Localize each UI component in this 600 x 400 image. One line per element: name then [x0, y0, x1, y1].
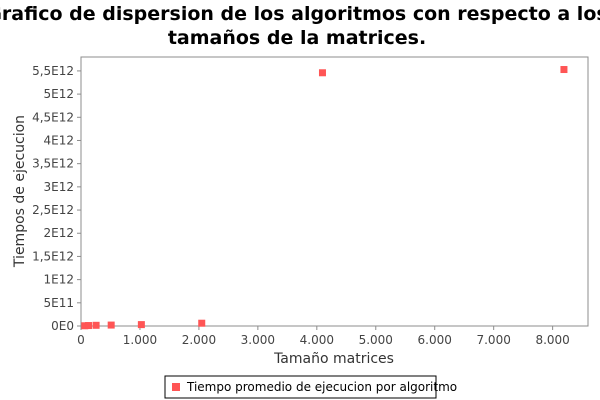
- data-point: [81, 322, 89, 330]
- plot-area: [80, 56, 589, 327]
- legend: Tiempo promedio de ejecucion por algorit…: [164, 375, 457, 399]
- data-point: [137, 321, 145, 329]
- y-axis-label: Tiempos de ejecucion: [12, 115, 28, 268]
- data-point: [85, 322, 93, 330]
- x-tick-label: 1.000: [123, 333, 157, 347]
- y-tick-label: 3,5E12: [32, 157, 74, 171]
- y-tick-label: 1E12: [44, 273, 75, 287]
- y-tick-label: 5,5E12: [32, 64, 74, 78]
- y-tick-label: 0E0: [51, 319, 74, 333]
- x-axis: 0 1.000 2.000 3.000 4.000 5.000 6.000 7.000 8.00…: [77, 326, 570, 347]
- data-point: [107, 321, 115, 329]
- y-tick-label: 2,5E12: [32, 203, 74, 217]
- x-tick-label: 8.000: [535, 333, 569, 347]
- x-tick-label: 5.000: [359, 333, 393, 347]
- y-tick-label: 4,5E12: [32, 110, 74, 124]
- data-point: [198, 319, 206, 327]
- x-tick-label: 6.000: [418, 333, 452, 347]
- y-tick-label: 4E12: [44, 133, 75, 147]
- chart-title-line-2: tamaños de la matrices.: [168, 27, 426, 49]
- x-tick-label: 2.000: [182, 333, 216, 347]
- legend-label: Tiempo promedio de ejecucion por algorit…: [186, 380, 457, 394]
- x-axis-label: Tamaño matrices: [273, 351, 394, 367]
- data-points: [81, 66, 568, 330]
- x-tick-label: 0: [77, 333, 85, 347]
- y-tick-label: 2E12: [44, 226, 75, 240]
- x-tick-label: 4.000: [300, 333, 334, 347]
- chart-title-line-1: Grafico de dispersion de los algoritmos …: [0, 3, 600, 25]
- x-tick-label: 7.000: [476, 333, 510, 347]
- data-point: [560, 66, 568, 74]
- y-tick-label: 5E12: [44, 87, 75, 101]
- x-tick-label: 3.000: [241, 333, 275, 347]
- data-point: [92, 321, 100, 329]
- y-axis: 0E0 5E11 1E12 1,5E12 2E12 2,5E12 3E12 3,5E12 4E1…: [32, 64, 81, 333]
- legend-swatch: [172, 383, 180, 391]
- y-tick-label: 5E11: [44, 296, 75, 310]
- legend-box: [164, 375, 437, 399]
- y-tick-label: 3E12: [44, 180, 75, 194]
- data-point: [318, 69, 326, 77]
- y-tick-label: 1,5E12: [32, 249, 74, 263]
